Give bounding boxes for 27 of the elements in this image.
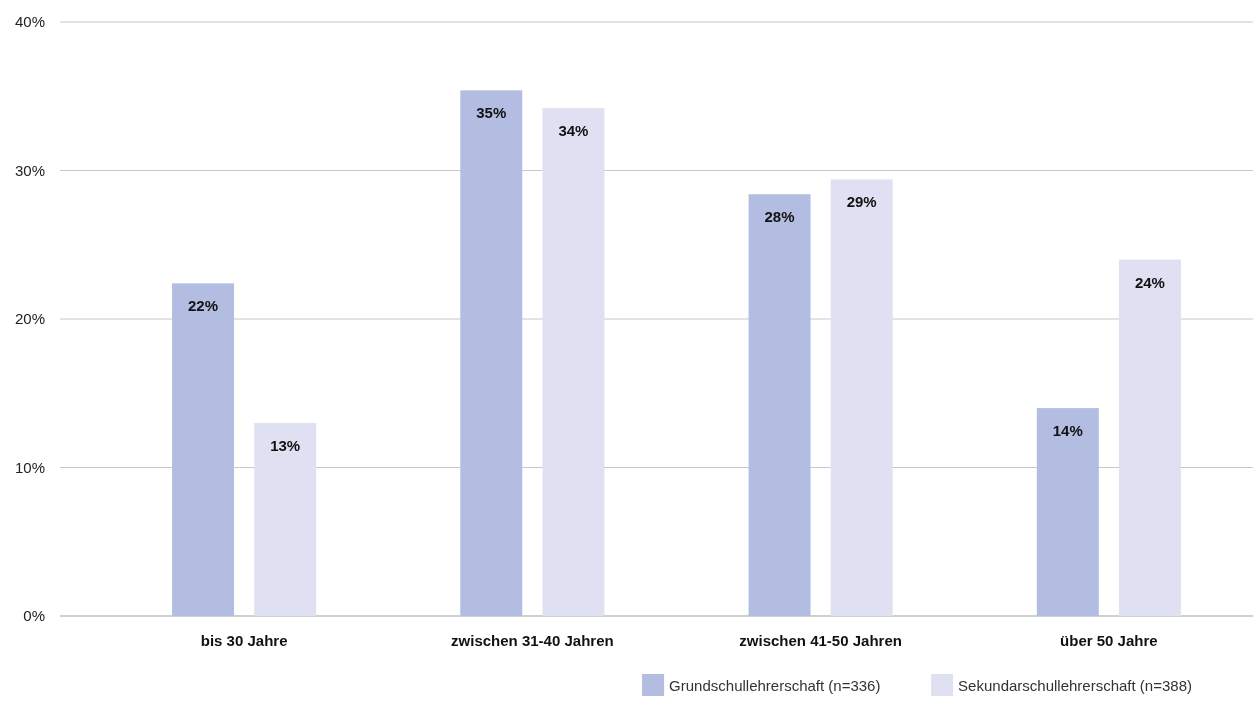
bar	[542, 108, 605, 616]
data-label: 34%	[558, 122, 589, 140]
data-label: 13%	[270, 436, 301, 454]
data-label: 22%	[188, 297, 219, 315]
bar	[254, 422, 317, 616]
y-tick-label: 30%	[14, 161, 45, 179]
bar	[460, 90, 523, 616]
bar	[1036, 408, 1099, 616]
legend-label: Sekundarschullehrerschaft (n=388)	[958, 677, 1192, 694]
y-tick-label: 40%	[14, 13, 45, 30]
data-label: 14%	[1052, 422, 1083, 440]
y-tick-label: 20%	[14, 310, 45, 327]
bar	[172, 283, 235, 616]
data-label: 28%	[764, 208, 795, 226]
data-label: 29%	[846, 193, 877, 211]
x-tick-label: zwischen 31-40 Jahren	[451, 632, 614, 649]
x-tick-label: über 50 Jahre	[1060, 632, 1158, 649]
bar	[1118, 259, 1181, 616]
legend-label: Grundschullehrerschaft (n=336)	[669, 677, 881, 694]
x-tick-label: bis 30 Jahre	[200, 632, 288, 649]
y-tick-label: 10%	[14, 458, 45, 476]
bar	[748, 194, 811, 616]
x-tick-label: zwischen 41-50 Jahren	[739, 632, 902, 649]
bar	[830, 179, 893, 616]
data-label: 35%	[476, 104, 507, 122]
y-tick-label: 0%	[23, 607, 45, 624]
data-label: 24%	[1134, 273, 1165, 291]
